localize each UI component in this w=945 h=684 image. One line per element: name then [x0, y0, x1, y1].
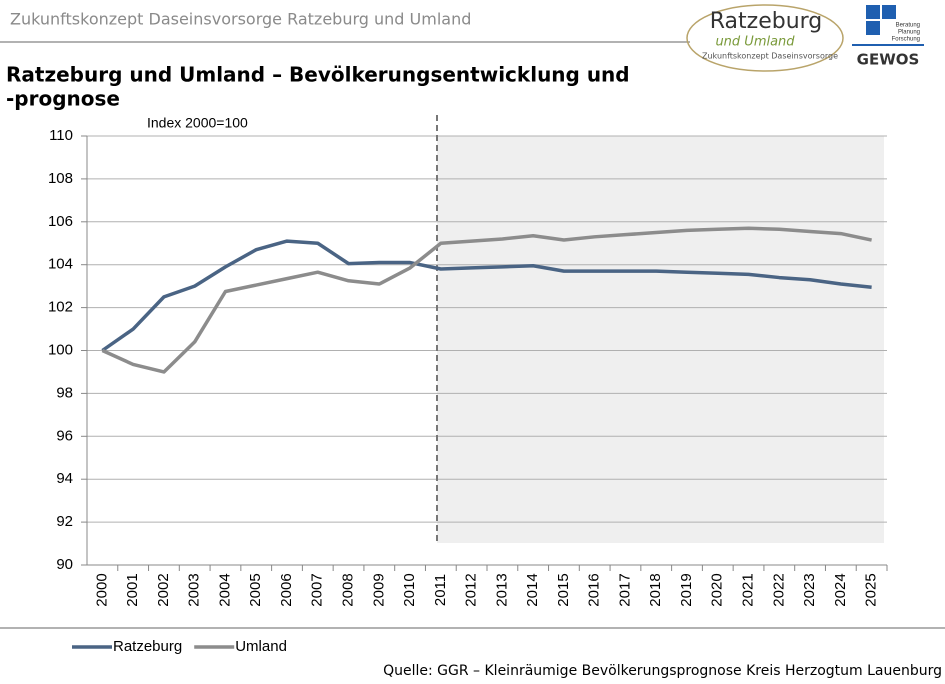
legend-label: Ratzeburg — [113, 638, 182, 655]
logo-ring — [686, 4, 844, 72]
x-tick-label: 2014 — [524, 573, 541, 606]
annotation: Index 2000=100 — [147, 115, 248, 131]
x-tick-label: 2023 — [801, 573, 818, 606]
x-tick-label: 2015 — [555, 573, 572, 606]
logo2-line: Planung — [898, 30, 920, 36]
x-tick-label: 2013 — [493, 573, 510, 606]
logo2-line: Forschung — [892, 37, 920, 43]
x-tick-label: 2025 — [863, 573, 880, 606]
x-tick-label: 2021 — [740, 573, 757, 606]
logo2-square — [882, 5, 896, 19]
x-tick-label: 2018 — [647, 573, 664, 606]
logo2-square — [866, 21, 880, 35]
x-tick-label: 2006 — [278, 573, 295, 606]
logo2-square — [866, 5, 880, 19]
y-tick-label: 90 — [56, 556, 73, 573]
header: Zukunftskonzept Daseinsvorsorge Ratzebur… — [10, 10, 471, 29]
y-tick-label: 102 — [48, 299, 73, 316]
series-line — [101, 239, 872, 352]
x-tick-label: 2008 — [340, 573, 357, 606]
y-tick-label: 96 — [56, 427, 73, 444]
x-tick-label: 2017 — [616, 573, 633, 606]
y-tick-label: 92 — [56, 513, 73, 530]
logo-sub: und Umland — [715, 35, 795, 50]
x-tick-label: 2010 — [401, 573, 418, 606]
logo2-name: GEWOS — [857, 51, 920, 69]
y-tick-label: 104 — [48, 256, 73, 273]
x-tick-label: 2004 — [216, 573, 233, 606]
logo2-line: Beratung — [896, 23, 920, 29]
x-tick-label: 2016 — [586, 573, 603, 606]
x-tick-label: 2019 — [678, 573, 695, 606]
x-tick-label: 2002 — [155, 573, 172, 606]
x-tick-label: 2009 — [370, 573, 387, 606]
y-tick-label: 98 — [56, 384, 73, 401]
x-tick-label: 2005 — [247, 573, 264, 606]
legend-label: Umland — [235, 638, 287, 655]
source: Quelle: GGR – Kleinräumige Bevölkerungsp… — [383, 663, 942, 679]
chart-title: Ratzeburg und Umland – Bevölkerungsentwi… — [6, 63, 630, 87]
x-tick-label: 2007 — [309, 573, 326, 606]
x-tick-label: 2012 — [463, 573, 480, 606]
x-tick-label: 2001 — [124, 573, 141, 606]
chart-title: -prognose — [6, 87, 120, 111]
logo-tagline: Zukunftskonzept Daseinsvorsorge — [702, 52, 838, 61]
x-tick-label: 2003 — [186, 573, 203, 606]
x-tick-label: 2011 — [432, 574, 449, 606]
y-tick-label: 110 — [49, 127, 73, 144]
x-tick-label: 2020 — [709, 573, 726, 606]
x-tick-label: 2024 — [832, 573, 849, 606]
logo-name: Ratzeburg — [710, 9, 823, 34]
y-tick-label: 106 — [48, 213, 73, 230]
y-tick-label: 100 — [48, 341, 73, 358]
y-tick-label: 108 — [48, 170, 73, 187]
forecast-shade — [437, 136, 884, 543]
y-tick-label: 94 — [56, 470, 73, 487]
x-tick-label: 2000 — [93, 573, 110, 606]
series-line — [101, 226, 872, 374]
x-tick-label: 2022 — [770, 573, 787, 606]
